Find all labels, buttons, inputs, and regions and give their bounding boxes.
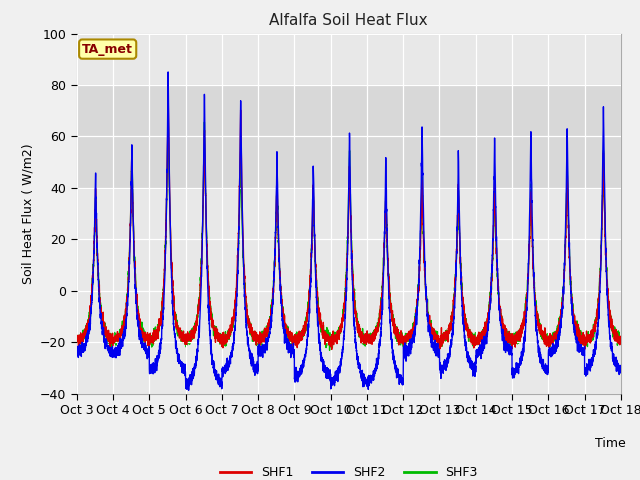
Title: Alfalfa Soil Heat Flux: Alfalfa Soil Heat Flux [269,13,428,28]
Text: TA_met: TA_met [82,43,133,56]
Y-axis label: Soil Heat Flux ( W/m2): Soil Heat Flux ( W/m2) [22,144,35,284]
X-axis label: Time: Time [595,437,625,450]
Bar [77,85,621,188]
Legend: SHF1, SHF2, SHF3: SHF1, SHF2, SHF3 [214,461,483,480]
